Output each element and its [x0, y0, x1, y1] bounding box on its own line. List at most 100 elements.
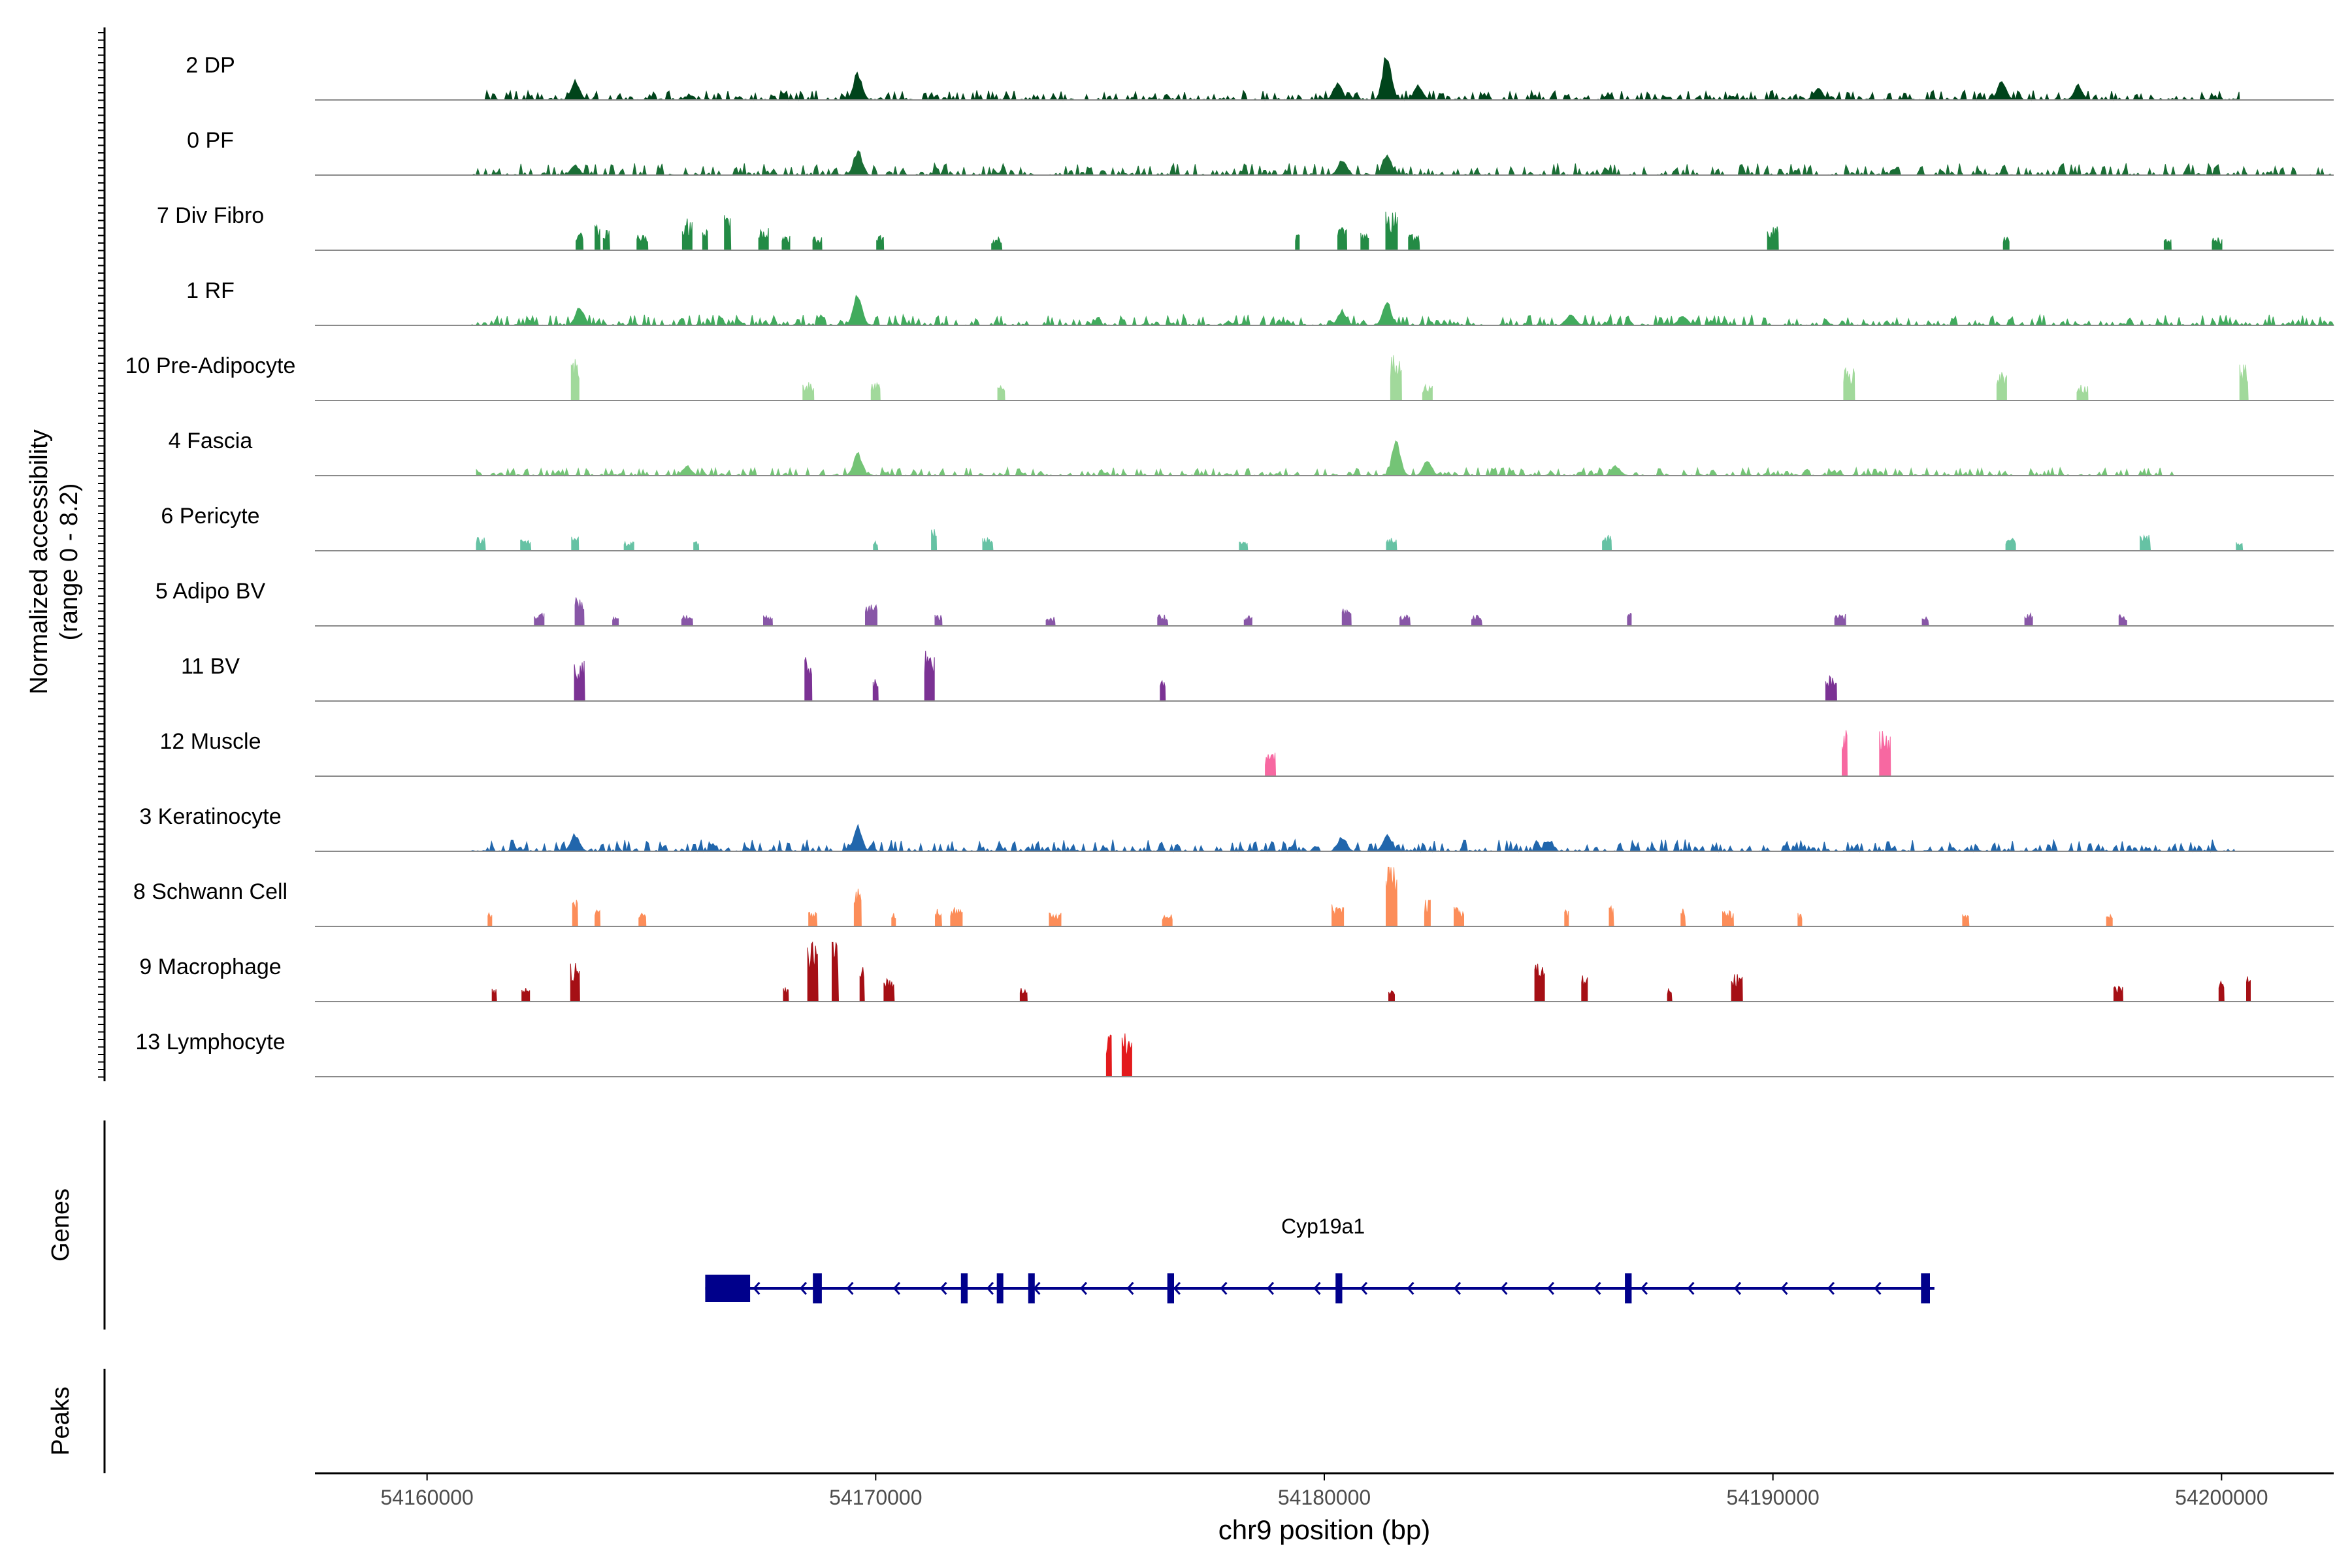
coverage-block: [2076, 384, 2089, 401]
coverage-block: [638, 912, 647, 927]
x-axis: 54160000 54170000 54180000 54190000 54200000…: [315, 1472, 2334, 1545]
coverage-block: [1680, 908, 1686, 927]
coverage-block: [1797, 913, 1803, 927]
coverage-block: [1385, 211, 1398, 251]
coverage-block: [571, 536, 580, 551]
strand-arrow: [1827, 1282, 1835, 1295]
gene-name-label: Cyp19a1: [1281, 1215, 1365, 1238]
strand-arrow: [1079, 1282, 1088, 1295]
coverage-block: [883, 977, 895, 1002]
coverage-block: [1996, 372, 2007, 401]
coverage-block: [2002, 237, 2010, 251]
strand-arrow: [1313, 1282, 1321, 1295]
strand-arrow: [1220, 1282, 1228, 1295]
track-11: 3 Keratinocyte: [139, 804, 2334, 853]
coverage-block: [476, 537, 486, 551]
coverage-block: [783, 987, 789, 1002]
track-8: 5 Adipo BV: [155, 579, 2334, 627]
coverage-block: [891, 913, 896, 927]
coverage-block: [2113, 985, 2123, 1002]
coverage-block: [1105, 1034, 1112, 1077]
strand-arrow: [846, 1282, 854, 1295]
track-label: 8 Schwann Cell: [133, 879, 287, 904]
coverage-block: [2005, 538, 2016, 551]
track-6: 4 Fascia: [169, 429, 2334, 477]
track-label: 9 Macrophage: [139, 955, 281, 979]
coverage-block: [1239, 542, 1249, 551]
coverage-block: [876, 235, 885, 251]
coverage-block: [763, 614, 774, 627]
coverage-block: [1157, 614, 1169, 627]
strand-arrow: [1453, 1282, 1462, 1295]
coverage-block: [758, 228, 769, 251]
track-label: 10 Pre-Adipocyte: [125, 353, 296, 378]
track-12: 8 Schwann Cell: [133, 866, 2334, 927]
x-tick-label: 54200000: [2175, 1486, 2268, 1509]
strand-arrow: [1874, 1282, 1882, 1295]
coverage-block: [681, 615, 693, 627]
coverage-panel: Normalized accessibility (range 0 - 8.2)…: [25, 27, 2334, 1081]
coverage-block: [991, 236, 1003, 251]
track-label: 3 Keratinocyte: [139, 804, 281, 829]
strand-arrow: [1407, 1282, 1414, 1295]
coverage-block: [859, 967, 865, 1002]
coverage-block: [1564, 909, 1569, 927]
coverage-block: [1879, 730, 1891, 777]
coverage-block: [1386, 866, 1398, 927]
coverage-block: [781, 235, 791, 251]
gene-exon: [1921, 1273, 1930, 1303]
coverage-block: [1243, 615, 1252, 627]
track-label: 7 Div Fibro: [157, 203, 264, 228]
coverage-block: [681, 218, 693, 251]
track-label: 6 Pericyte: [161, 504, 259, 529]
coverage-block: [1825, 675, 1837, 702]
coverage-block: [1534, 963, 1545, 1002]
coverage-block: [1390, 355, 1402, 401]
coverage-block: [595, 223, 601, 251]
coverage-block: [724, 215, 732, 251]
track-label: 5 Adipo BV: [155, 579, 266, 604]
track-10: 12 Muscle: [160, 729, 2334, 777]
coverage-block: [1399, 614, 1411, 627]
strand-arrow: [1500, 1282, 1508, 1295]
coverage-block: [2218, 980, 2225, 1002]
coverage-block: [1388, 990, 1395, 1002]
gene-exon: [705, 1275, 751, 1302]
strand-arrow: [799, 1282, 808, 1295]
track-label: 4 Fascia: [169, 429, 253, 453]
coverage-block: [1408, 233, 1420, 251]
coverage-block: [853, 889, 862, 927]
coverage-block: [832, 941, 840, 1002]
coverage-block: [487, 911, 493, 927]
coverage-block: [534, 612, 545, 627]
coverage-block: [865, 604, 877, 627]
coverage-block: [1581, 975, 1588, 1002]
coverage-block: [1424, 900, 1431, 927]
coverage-block: [595, 909, 601, 927]
coverage-block: [574, 661, 585, 702]
coverage-block: [1360, 233, 1369, 251]
track-3: 7 Div Fibro: [157, 203, 2334, 251]
y-axis-ticks: [98, 32, 105, 1078]
x-tick-label: 54160000: [380, 1486, 473, 1509]
coverage-block: [1921, 616, 1929, 627]
strand-arrow: [1360, 1282, 1368, 1295]
gene-exon: [1167, 1273, 1174, 1303]
track-14: 13 Lymphocyte: [135, 1030, 2334, 1077]
x-tick-label: 54190000: [1726, 1486, 1819, 1509]
coverage-block: [808, 911, 818, 927]
coverage-block: [623, 540, 634, 551]
strand-arrow: [1593, 1282, 1601, 1295]
coverage-block: [1962, 913, 1970, 927]
coverage-block: [491, 988, 497, 1002]
y-axis-label-line2: (range 0 - 8.2): [56, 483, 83, 641]
track-1: 2 DP: [186, 53, 2334, 101]
coverage-block: [2118, 613, 2127, 627]
coverage-block: [1842, 730, 1848, 777]
coverage-block: [1609, 905, 1614, 927]
genes-panel: Genes Cyp19a1: [47, 1120, 1935, 1330]
strand-arrow: [1640, 1282, 1648, 1295]
coverage-block: [1454, 906, 1464, 927]
